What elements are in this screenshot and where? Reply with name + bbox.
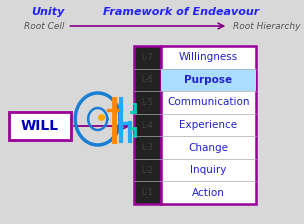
- Text: Framework of Endeavour: Framework of Endeavour: [103, 7, 260, 17]
- Bar: [9, 112, 71, 140]
- Text: L-2: L-2: [142, 166, 153, 175]
- Bar: [161, 46, 256, 204]
- Text: WILL: WILL: [21, 119, 59, 133]
- Text: L-1: L-1: [142, 188, 153, 197]
- Text: L-5: L-5: [142, 98, 153, 107]
- Text: Willingness: Willingness: [179, 52, 238, 62]
- Text: L-3: L-3: [142, 143, 153, 152]
- Text: Unity: Unity: [31, 7, 64, 17]
- Bar: [134, 46, 161, 204]
- Text: Inquiry: Inquiry: [190, 165, 226, 175]
- Text: L-4: L-4: [142, 121, 153, 129]
- Text: Communication: Communication: [167, 97, 250, 108]
- Text: Root Hierarchy: Root Hierarchy: [233, 22, 301, 30]
- Text: L-7: L-7: [142, 53, 153, 62]
- Text: Change: Change: [188, 142, 228, 153]
- Text: Action: Action: [192, 188, 225, 198]
- Text: Purpose: Purpose: [184, 75, 233, 85]
- Text: L-6: L-6: [142, 75, 153, 84]
- Text: Root Cell: Root Cell: [24, 22, 64, 30]
- Bar: [161, 69, 256, 91]
- Text: Experience: Experience: [179, 120, 237, 130]
